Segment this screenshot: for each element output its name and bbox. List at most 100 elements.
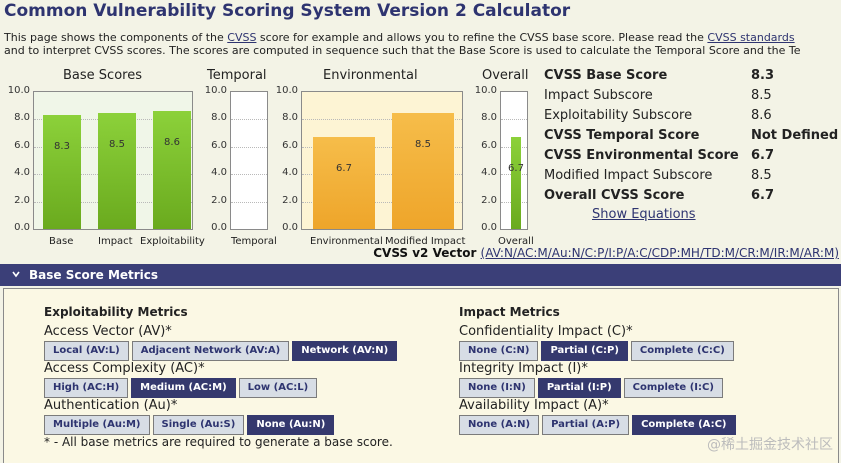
y-tick-label: 4.0 [14,167,30,179]
metric-option-button[interactable]: Partial (A:P) [542,415,630,435]
gridline [501,119,527,121]
y-tick-label: 10.0 [7,85,30,96]
y-tick-label: 10.0 [275,85,298,96]
metric-option-button[interactable]: Complete (C:C) [630,341,734,361]
metric-option-button[interactable]: None (C:N) [459,341,539,361]
bar-environmental [313,137,375,229]
y-tick-label: 2.0 [481,194,497,206]
metric-option-group: None (I:N) Partial (I:P) Complete (I:C) [459,378,723,398]
score-label: CVSS Base Score [544,68,668,83]
y-tick-label: 6.0 [211,139,227,151]
metric-option-group: Multiple (Au:M) Single (Au:S) None (Au:N) [44,415,335,435]
x-tick-label: Base [49,236,74,247]
score-value: 6.7 [751,148,775,163]
score-label: Impact Subscore [544,88,653,103]
metric-option-button[interactable]: Adjacent Network (AV:A) [131,341,290,361]
gridline [231,201,267,203]
y-tick-label: 2.0 [14,194,30,206]
x-tick-label: Environmental [310,236,383,247]
y-tick-label: 4.0 [282,167,298,179]
metric-option-button[interactable]: High (AC:H) [44,378,129,398]
vector-link[interactable]: (AV:N/AC:M/Au:N/C:P/I:P/A:C/CDP:MH/TD:M/… [480,246,839,260]
metric-label: Access Vector (AV)* [44,324,172,339]
metric-option-button[interactable]: Single (Au:S) [152,415,245,435]
chart-base-scores: 8.3 8.5 8.6 [33,91,193,230]
metric-option-group: None (C:N) Partial (C:P) Complete (C:C) [459,341,734,361]
score-value: 8.5 [751,88,772,103]
metric-option-button[interactable]: Partial (C:P) [541,341,628,361]
bar-modified-impact [392,112,454,229]
gridline [302,119,462,121]
chart-temporal [230,91,268,230]
chart-overall: 6.7 [500,91,528,230]
metric-label: Access Complexity (AC)* [44,361,205,376]
score-value: Not Defined [751,128,839,143]
gridline [302,174,462,176]
bar-value-label: 8.5 [415,138,431,150]
score-label: Exploitability Subscore [544,108,693,123]
environmental-title: Environmental [323,68,418,83]
bar-overall [511,137,521,229]
metric-option-button[interactable]: Network (AV:N) [292,341,398,361]
metric-label: Availability Impact (A)* [459,398,609,413]
base-score-metrics-header[interactable]: Base Score Metrics [0,264,841,286]
y-tick-label: 0.0 [282,222,298,233]
y-tick-label: 8.0 [14,112,30,124]
y-tick-label: 2.0 [211,194,227,206]
y-tick-label: 8.0 [481,112,497,124]
y-tick-label: 10.0 [474,85,497,96]
base-scores-title: Base Scores [63,68,142,83]
metric-option-group: Local (AV:L) Adjacent Network (AV:A) Netwo… [44,341,398,361]
y-tick-label: 0.0 [481,222,497,233]
bar-value-label: 8.3 [54,141,70,153]
x-tick-label: Modified Impact [385,236,466,247]
metric-option-button[interactable]: Low (AC:L) [238,378,318,398]
metric-option-button[interactable]: Partial (I:P) [537,378,621,398]
bar-value-label: 8.6 [164,137,180,149]
y-tick-label: 4.0 [211,167,227,179]
cvss-link[interactable]: CVSS [227,31,257,44]
score-label: Overall CVSS Score [544,188,685,203]
bar-exploitability [153,111,191,229]
metric-option-button[interactable]: Multiple (Au:M) [44,415,150,435]
score-label: Modified Impact Subscore [544,168,713,183]
metric-label: Confidentiality Impact (C)* [459,324,633,339]
metric-option-button[interactable]: Complete (I:C) [623,378,723,398]
y-tick-label: 6.0 [14,139,30,151]
metric-option-button[interactable]: Local (AV:L) [44,341,129,361]
gridline [302,201,462,203]
y-tick-label: 8.0 [282,112,298,124]
exploitability-heading: Exploitability Metrics [44,305,188,319]
y-tick-label: 4.0 [481,167,497,179]
bar-impact [98,112,136,229]
metric-option-button[interactable]: None (I:N) [459,378,535,398]
score-label: CVSS Environmental Score [544,148,739,163]
gridline [231,119,267,121]
y-tick-label: 6.0 [282,139,298,151]
chart-environmental: 6.7 8.5 [301,91,463,230]
y-tick-label: 0.0 [211,222,227,233]
metric-option-group: None (A:N) Partial (A:P) Complete (A:C) [459,415,736,435]
score-value: 8.3 [751,68,775,83]
metric-option-button[interactable]: None (Au:N) [247,415,335,435]
y-tick-label: 10.0 [204,85,227,96]
bar-base [43,115,81,229]
x-tick-label: Temporal [231,236,277,247]
overall-title: Overall [482,68,529,83]
chevron-down-icon [12,267,20,281]
x-tick-label: Exploitability [140,236,205,247]
y-tick-label: 2.0 [282,194,298,206]
cvss-standards-link[interactable]: CVSS standards [707,31,795,44]
score-value: 6.7 [751,188,775,203]
metric-option-button[interactable]: None (A:N) [459,415,540,435]
required-note: * - All base metrics are required to gen… [44,435,393,449]
show-equations-link[interactable]: Show Equations [592,207,696,222]
score-label: CVSS Temporal Score [544,128,700,143]
impact-heading: Impact Metrics [459,305,560,319]
cvss-vector: CVSS v2 Vector (AV:N/AC:M/Au:N/C:P/I:P/A… [373,246,839,260]
metric-option-button[interactable]: Complete (A:C) [632,415,736,435]
metric-option-button[interactable]: Medium (AC:M) [131,378,236,398]
metric-label: Integrity Impact (I)* [459,361,588,376]
intro-text: This page shows the components of the CV… [4,31,801,57]
metric-option-group: High (AC:H) Medium (AC:M) Low (AC:L) [44,378,318,398]
